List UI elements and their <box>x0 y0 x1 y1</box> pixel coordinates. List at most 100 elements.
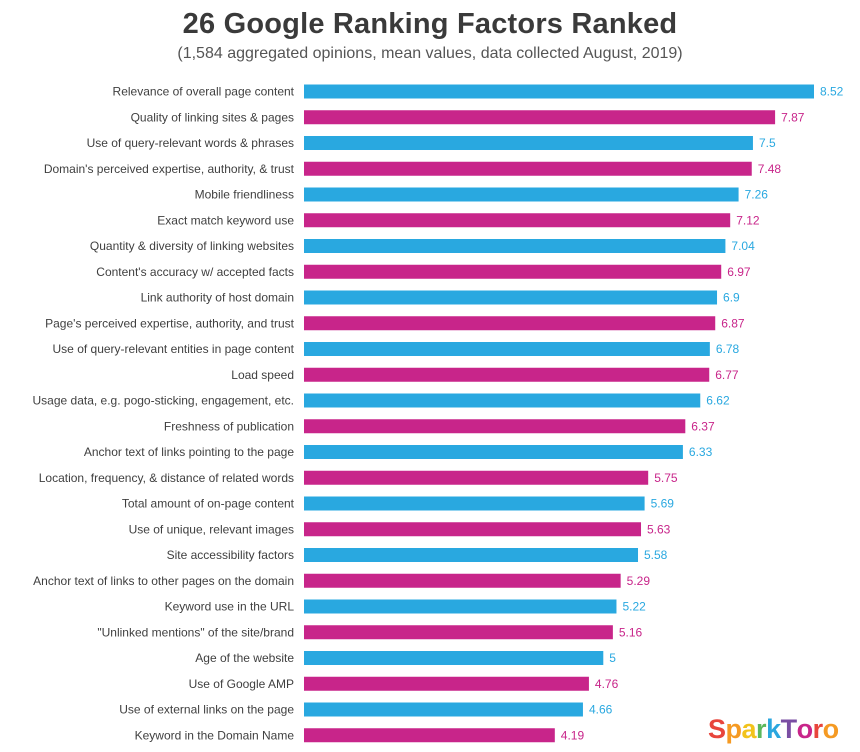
category-label: Exact match keyword use <box>157 213 294 227</box>
category-label: Usage data, e.g. pogo-sticking, engageme… <box>33 394 295 408</box>
bar <box>304 187 739 202</box>
bar <box>304 84 814 99</box>
value-label: 5.58 <box>644 548 668 562</box>
bar <box>304 213 731 228</box>
bar <box>304 316 716 331</box>
category-label: Content's accuracy w/ accepted facts <box>96 265 294 279</box>
bar <box>304 522 642 537</box>
category-label: Keyword in the Domain Name <box>135 728 295 742</box>
category-label: "Unlinked mentions" of the site/brand <box>97 625 294 639</box>
bar <box>304 367 710 382</box>
category-label: Relevance of overall page content <box>113 85 295 99</box>
bar <box>304 728 555 743</box>
logo-letter: a <box>741 714 757 744</box>
logo-letter: S <box>708 714 726 744</box>
bar-row: Link authority of host domain 6.9 <box>141 290 740 305</box>
value-label: 5.63 <box>647 522 671 536</box>
bar <box>304 419 686 434</box>
bar <box>304 342 710 356</box>
value-label: 5 <box>609 651 616 665</box>
category-label: Use of query-relevant entities in page c… <box>53 342 295 356</box>
value-label: 6.78 <box>716 342 740 356</box>
category-label: Keyword use in the URL <box>165 600 295 614</box>
bar-row: Domain's perceived expertise, authority,… <box>44 161 782 176</box>
value-label: 8.52 <box>820 85 844 99</box>
bar-row: Site accessibility factors 5.58 <box>167 548 668 562</box>
value-label: 6.62 <box>706 394 730 408</box>
value-label: 5.69 <box>651 497 675 511</box>
value-label: 6.77 <box>715 368 739 382</box>
bar-row: Anchor text of links pointing to the pag… <box>84 445 713 459</box>
value-label: 6.87 <box>721 316 745 330</box>
category-label: Location, frequency, & distance of relat… <box>39 471 294 485</box>
bar-row: Anchor text of links to other pages on t… <box>33 573 651 588</box>
bar <box>304 290 718 305</box>
chart-title: 26 Google Ranking Factors Ranked <box>182 8 678 40</box>
category-label: Anchor text of links to other pages on t… <box>33 574 294 588</box>
category-label: Mobile friendliness <box>195 188 294 202</box>
bar-row: Mobile friendliness 7.26 <box>195 187 768 202</box>
bar <box>304 496 645 511</box>
logo-letter: r <box>812 714 824 744</box>
bar <box>304 625 613 640</box>
value-label: 4.66 <box>589 703 613 717</box>
category-label: Anchor text of links pointing to the pag… <box>84 445 294 459</box>
value-label: 5.29 <box>627 574 651 588</box>
value-label: 7.48 <box>758 162 782 176</box>
bar-row: Freshness of publication 6.37 <box>164 419 715 434</box>
value-label: 5.22 <box>622 600 646 614</box>
logo-letter: p <box>725 714 743 744</box>
bar-row: Use of query-relevant words & phrases 7.5 <box>87 136 776 150</box>
bar-row: Relevance of overall page content 8.52 <box>113 84 844 99</box>
bar-row: Load speed 6.77 <box>231 367 739 382</box>
category-label: Use of query-relevant words & phrases <box>87 136 294 150</box>
value-label: 5.16 <box>619 625 643 639</box>
value-label: 7.5 <box>759 136 776 150</box>
bar <box>304 264 722 279</box>
bar <box>304 573 621 588</box>
category-label: Use of unique, relevant images <box>129 522 294 536</box>
value-label: 5.75 <box>654 471 678 485</box>
bar-row: Usage data, e.g. pogo-sticking, engageme… <box>33 393 730 408</box>
category-label: Link authority of host domain <box>141 291 294 305</box>
bar-row: Total amount of on-page content 5.69 <box>122 496 675 511</box>
logo-letter: k <box>766 714 781 744</box>
value-label: 6.9 <box>723 291 740 305</box>
bar <box>304 239 726 253</box>
value-label: 4.19 <box>561 728 585 742</box>
value-label: 7.04 <box>731 239 755 253</box>
category-label: Age of the website <box>195 651 294 665</box>
category-label: Quality of linking sites & pages <box>131 110 294 124</box>
value-label: 6.97 <box>727 265 751 279</box>
logo-letter: o <box>796 714 814 744</box>
sparktoro-logo: SparkToro <box>708 714 839 745</box>
bar-row: Content's accuracy w/ accepted facts 6.97 <box>96 264 751 279</box>
bar-row: Quantity & diversity of linking websites… <box>90 239 755 253</box>
bar-row: "Unlinked mentions" of the site/brand 5.1… <box>97 625 643 640</box>
bar <box>304 702 583 717</box>
category-label: Quantity & diversity of linking websites <box>90 239 294 253</box>
logo-letter: o <box>822 714 840 744</box>
value-label: 7.87 <box>781 110 805 124</box>
value-label: 4.76 <box>595 677 619 691</box>
category-label: Total amount of on-page content <box>122 497 295 511</box>
bar-row: Age of the website 5 <box>195 651 616 665</box>
logo-letter: T <box>780 714 798 744</box>
category-label: Use of external links on the page <box>119 703 294 717</box>
value-label: 6.37 <box>691 419 715 433</box>
bar-row: Use of unique, relevant images 5.63 <box>129 522 671 537</box>
category-label: Page's perceived expertise, authority, a… <box>45 316 295 330</box>
value-label: 7.12 <box>736 213 760 227</box>
value-label: 6.33 <box>689 445 713 459</box>
bar-row: Use of query-relevant entities in page c… <box>53 342 740 356</box>
bar <box>304 393 701 408</box>
bar-row: Quality of linking sites & pages 7.87 <box>131 110 805 125</box>
category-label: Freshness of publication <box>164 419 294 433</box>
bar <box>304 161 752 176</box>
chart-subtitle: (1,584 aggregated opinions, mean values,… <box>177 45 683 62</box>
bar <box>304 599 617 614</box>
bar-row: Keyword in the Domain Name 4.19 <box>135 728 585 743</box>
bar <box>304 445 683 459</box>
bar <box>304 676 589 691</box>
